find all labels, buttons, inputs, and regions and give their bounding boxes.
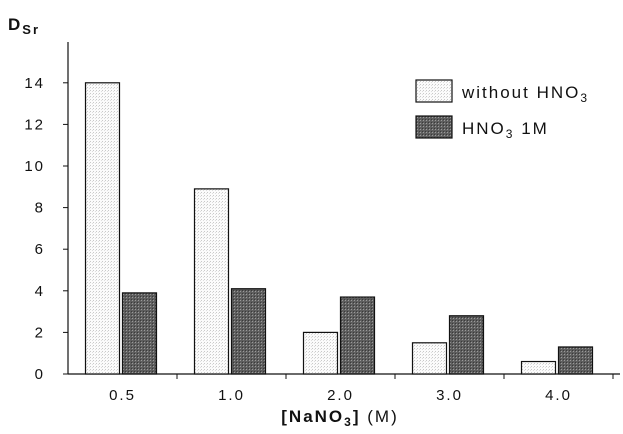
y-tick-label: 8 bbox=[35, 200, 45, 217]
legend-swatch-without-hno3 bbox=[415, 79, 453, 103]
legend-label-hno3-1m: HNO3 1M bbox=[462, 119, 549, 141]
y-tick-label: 12 bbox=[24, 116, 45, 133]
y-axis-title: DSr bbox=[8, 15, 40, 37]
legend: without HNO3 HNO3 1M bbox=[415, 79, 589, 141]
bar-hno3-1m-3-0 bbox=[448, 315, 485, 375]
bar-without-hno3-2-0 bbox=[302, 331, 339, 375]
legend-label-without-hno3: without HNO3 bbox=[461, 83, 589, 105]
bar-without-hno3-3-0 bbox=[411, 342, 448, 375]
x-axis-title: [NaNO3] (M) bbox=[281, 407, 398, 429]
x-tick-label: 0.5 bbox=[109, 387, 136, 404]
bars-group bbox=[84, 82, 594, 375]
y-tick-label: 2 bbox=[35, 324, 45, 341]
x-axis-ticks: 0.5 1.0 2.0 3.0 4.0 bbox=[109, 374, 614, 404]
bar-without-hno3-0-5 bbox=[84, 82, 121, 375]
bar-hno3-1m-2-0 bbox=[339, 296, 376, 375]
y-tick-label: 14 bbox=[24, 75, 45, 92]
y-tick-label: 10 bbox=[24, 158, 45, 175]
bar-hno3-1m-4-0 bbox=[557, 346, 594, 375]
legend-swatch-hno3-1m bbox=[415, 115, 453, 139]
bar-without-hno3-1-0 bbox=[193, 188, 230, 375]
bar-without-hno3-4-0 bbox=[520, 360, 557, 375]
x-tick-label: 2.0 bbox=[327, 387, 354, 404]
y-tick-label: 0 bbox=[35, 366, 45, 383]
x-tick-label: 3.0 bbox=[436, 387, 463, 404]
x-tick-label: 1.0 bbox=[218, 387, 245, 404]
x-tick-label: 4.0 bbox=[545, 387, 572, 404]
y-tick-label: 4 bbox=[35, 283, 45, 300]
y-tick-label: 6 bbox=[35, 241, 45, 258]
bar-hno3-1m-0-5 bbox=[121, 292, 158, 375]
bar-hno3-1m-1-0 bbox=[230, 288, 267, 375]
y-axis-ticks: 0 2 4 6 8 10 12 14 bbox=[24, 75, 68, 383]
